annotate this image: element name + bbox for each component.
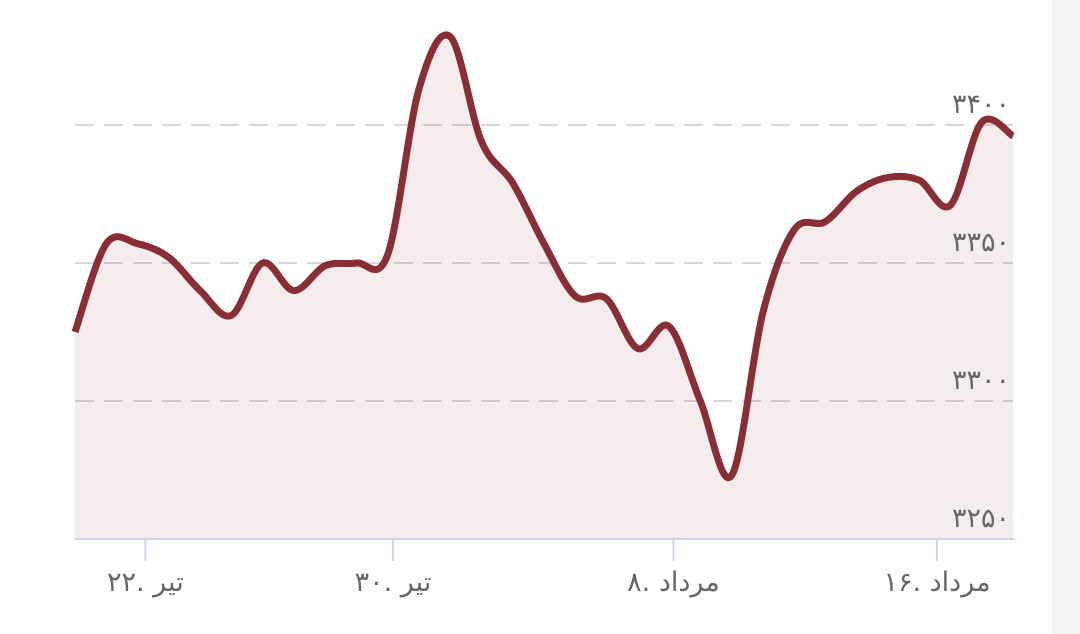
x-axis-label: ۳۰. تیر [354, 567, 432, 598]
y-axis-label: ۳۳۰۰ [951, 365, 1010, 396]
series-area-fill [75, 34, 1013, 540]
x-axis-label: ۲۲. تیر [106, 567, 184, 598]
y-axis-label: ۳۳۵۰ [951, 227, 1010, 258]
page-background-strip [1052, 0, 1080, 634]
gridlines-layer [75, 124, 1013, 402]
x-axis-label: ۱۶. مرداد [883, 567, 991, 598]
x-axis-label: ۸. مرداد [627, 567, 720, 598]
y-axis-label: ۳۲۵۰ [951, 503, 1010, 534]
series-line [71, 31, 1016, 482]
y-axis-label: ۳۴۰۰ [951, 89, 1010, 120]
axis-ticks-layer [144, 539, 939, 561]
